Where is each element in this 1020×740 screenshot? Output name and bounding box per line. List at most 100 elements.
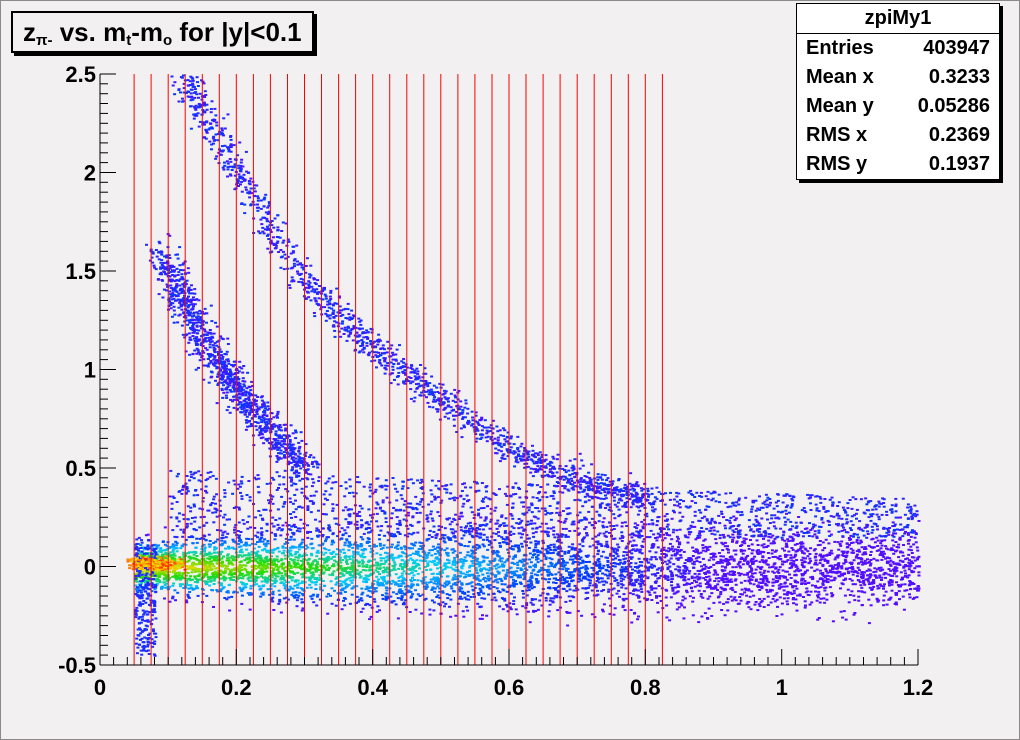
histogram-cell [804, 604, 807, 607]
histogram-cell [212, 574, 216, 577]
histogram-cell [678, 541, 682, 544]
histogram-cell [749, 559, 753, 562]
histogram-cell [541, 547, 544, 550]
histogram-cell [818, 578, 822, 581]
histogram-cell [570, 574, 574, 577]
histogram-cell [237, 537, 241, 540]
histogram-cell [365, 585, 369, 588]
histogram-cell [408, 611, 412, 613]
histogram-cell [610, 588, 614, 591]
histogram-cell [758, 528, 762, 530]
histogram-cell [526, 537, 530, 540]
histogram-cell [777, 584, 781, 587]
histogram-cell [826, 571, 830, 574]
histogram-cell [188, 591, 192, 593]
histogram-cell [378, 538, 381, 541]
histogram-cell [624, 547, 628, 550]
histogram-cell [263, 538, 267, 541]
histogram-cell [477, 574, 481, 577]
histogram-cell [446, 536, 450, 539]
histogram-cell [212, 606, 215, 608]
histogram-cell [823, 558, 827, 561]
histogram-cell [841, 574, 845, 577]
histogram-cell [629, 557, 633, 560]
histogram-cell [470, 534, 474, 537]
histogram-cell [785, 600, 789, 603]
histogram-cell [501, 569, 505, 572]
histogram-cell [882, 604, 886, 607]
histogram-cell [907, 548, 911, 551]
histogram-cell [254, 558, 258, 561]
histogram-cell [161, 553, 164, 556]
histogram-cell [539, 551, 543, 554]
histogram-cell [440, 533, 444, 536]
histogram-cell [652, 533, 656, 536]
histogram-cell [466, 609, 470, 612]
histogram-cell [446, 558, 449, 561]
histogram-cell [570, 546, 574, 549]
histogram-cell [425, 539, 429, 542]
histogram-cell [213, 570, 217, 573]
histogram-cell [758, 588, 762, 591]
histogram-cell [917, 555, 921, 558]
histogram-cell [336, 569, 340, 571]
histogram-cell [546, 551, 550, 554]
histogram-cell [656, 572, 660, 574]
histogram-cell [496, 563, 500, 566]
histogram-cell [216, 538, 220, 541]
histogram-cell [653, 556, 657, 559]
histogram-cell [157, 572, 161, 575]
histogram-cell [536, 542, 540, 545]
histogram-cell [189, 579, 193, 582]
histogram-cell [396, 597, 400, 600]
histogram-cell [818, 569, 822, 572]
histogram-cell [219, 590, 223, 593]
histogram-cell [296, 556, 300, 559]
histogram-cell [395, 592, 399, 595]
histogram-cell [497, 590, 500, 593]
histogram-cell [360, 548, 364, 551]
histogram-cell [887, 580, 891, 583]
histogram-cell [505, 543, 509, 546]
histogram-cell [879, 547, 883, 550]
histogram-cell [253, 559, 257, 562]
histogram-cell [548, 578, 551, 581]
histogram-cell [614, 551, 618, 554]
histogram-cell [493, 565, 497, 568]
histogram-cell [196, 578, 199, 581]
histogram-cell [615, 579, 619, 582]
histogram-cell [640, 552, 644, 555]
histogram-cell [839, 587, 842, 590]
histogram-cell [500, 560, 503, 563]
histogram-cell [815, 563, 819, 566]
histogram-cell [297, 545, 301, 548]
histogram-cell [873, 567, 877, 570]
histogram-cell [766, 604, 770, 607]
histogram-cell [693, 585, 697, 588]
histogram-cell [359, 575, 363, 578]
histogram-cell [803, 600, 807, 603]
histogram-cell [694, 538, 698, 541]
histogram-cell [196, 594, 200, 597]
histogram-cell [875, 559, 879, 562]
histogram-cell [487, 543, 491, 546]
histogram-cell [622, 554, 626, 557]
histogram-cell [546, 531, 550, 534]
histogram-cell [735, 540, 739, 543]
histogram-cell [847, 601, 851, 604]
histogram-cell [281, 578, 285, 581]
histogram-cell [240, 594, 244, 597]
histogram-cell [736, 532, 740, 535]
histogram-cell [509, 592, 513, 595]
histogram-cell [445, 593, 449, 596]
histogram-cell [306, 563, 310, 566]
histogram-cell [318, 598, 322, 601]
histogram-cell [455, 554, 459, 557]
histogram-cell [853, 583, 857, 586]
histogram-cell [508, 602, 512, 605]
histogram-cell [373, 588, 377, 591]
histogram-cell [168, 577, 172, 580]
histogram-cell [208, 555, 212, 558]
histogram-cell [740, 558, 744, 560]
histogram-cell [726, 609, 730, 612]
